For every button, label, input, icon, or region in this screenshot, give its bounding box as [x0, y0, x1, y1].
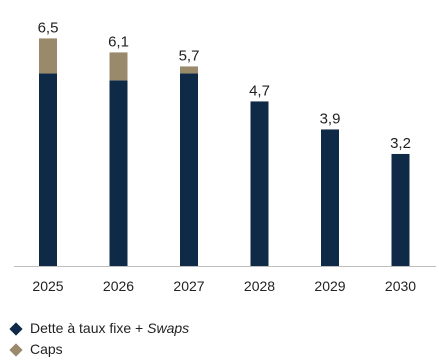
total-label-2030: 3,2 — [390, 135, 411, 152]
bar-caps-2025 — [39, 38, 57, 74]
x-tick-label-2030: 2030 — [385, 278, 416, 294]
legend-label-fixed-debt: Dette à taux fixe + Swaps — [30, 318, 189, 339]
bar-fixed-debt-2027 — [180, 73, 198, 267]
legend: Dette à taux fixe + Swaps Caps — [9, 318, 189, 360]
total-label-2028: 4,7 — [249, 82, 270, 99]
bar-fixed-debt-2025 — [39, 73, 57, 267]
x-tick-label-2028: 2028 — [244, 278, 275, 294]
legend-label-swaps: Swaps — [147, 320, 190, 336]
bar-caps-2027 — [180, 66, 198, 74]
diamond-icon — [9, 342, 23, 357]
x-tick-label-2027: 2027 — [173, 278, 204, 294]
legend-item-caps: Caps — [9, 339, 189, 360]
legend-item-fixed-debt: Dette à taux fixe + Swaps — [9, 318, 189, 339]
total-label-2027: 5,7 — [179, 47, 200, 64]
x-tick-label-2029: 2029 — [314, 278, 345, 294]
total-label-2025: 6,5 — [38, 19, 59, 36]
x-tick-label-2026: 2026 — [103, 278, 134, 294]
total-label-2029: 3,9 — [320, 110, 341, 127]
bar-fixed-debt-2030 — [391, 153, 410, 266]
x-tick-label-2025: 2025 — [32, 278, 63, 294]
bar-chart: 6,5 2025 6,1 2026 5,7 2027 4,7 2028 3,9 2029 3,2 20… — [14, 19, 436, 294]
bar-fixed-debt-2026 — [109, 80, 128, 266]
total-label-2026: 6,1 — [108, 33, 129, 50]
legend-label-fixed-debt-prefix: Dette à taux fixe + — [30, 320, 148, 336]
diamond-icon — [9, 321, 23, 336]
bar-caps-2026 — [109, 52, 128, 81]
legend-label-caps: Caps — [30, 341, 63, 357]
bar-fixed-debt-2028 — [250, 101, 269, 266]
bar-fixed-debt-2029 — [321, 129, 339, 266]
